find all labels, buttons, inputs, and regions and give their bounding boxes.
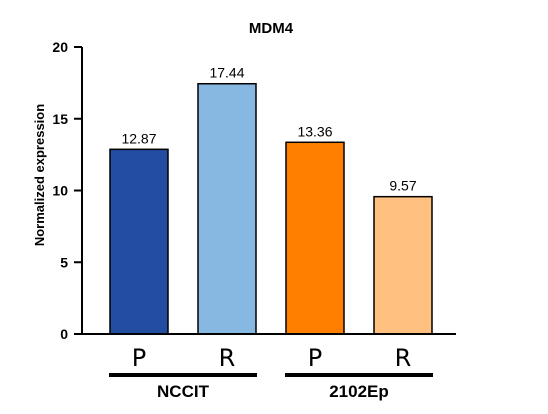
bar-value-label: 13.36	[297, 123, 332, 139]
x-category-label: P	[308, 344, 322, 372]
y-tick-label: 20	[52, 39, 68, 55]
x-category-label: R	[395, 344, 412, 372]
bar	[109, 148, 169, 335]
bar	[285, 141, 345, 335]
y-tick-label: 15	[52, 111, 68, 127]
bars: 12.87 17.44 13.36 9.57	[109, 65, 433, 335]
y-tick-label: 0	[60, 326, 68, 342]
y-tick-label: 10	[52, 183, 68, 199]
y-axis-ticks: 0 5 10 15 20	[52, 39, 82, 342]
bar-value-label: 12.87	[121, 130, 156, 146]
group-labels: NCCIT 2102Ep	[109, 373, 433, 401]
bar-value-label: 17.44	[209, 65, 244, 81]
x-category-label: R	[219, 344, 236, 372]
y-axis-label: Normalized expression	[32, 104, 47, 246]
bar	[373, 195, 433, 335]
bar-value-label: 9.57	[389, 178, 416, 194]
group-label: 2102Ep	[329, 382, 389, 401]
group-label: NCCIT	[157, 382, 210, 401]
y-tick-label: 5	[60, 254, 68, 270]
x-category-label: P	[132, 344, 146, 372]
bar	[197, 82, 257, 335]
chart-title: MDM4	[249, 20, 294, 37]
